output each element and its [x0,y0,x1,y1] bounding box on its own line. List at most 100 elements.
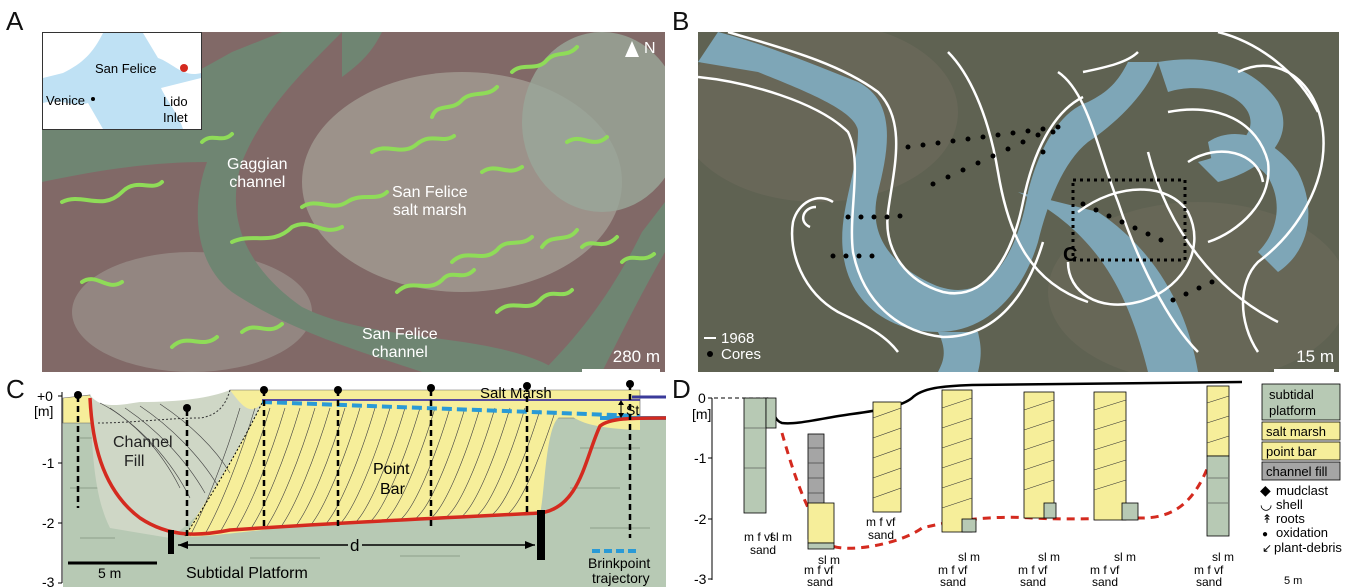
scale-label-a: 280 m [612,347,660,366]
channel-1968-lines [698,32,1325,353]
d-sand-6: sand [1092,575,1118,587]
c-brink-label-l1: Brinkpoint [588,555,650,571]
c-ytick-3: -3 [42,574,55,587]
north-arrow-icon [625,41,639,57]
label-gaggian-l2: channel [229,174,286,191]
d-grain2-4: sl m [958,550,980,564]
c-scale-label: 5 m [98,565,121,581]
d-grain-1: m f vf [744,530,774,544]
c-ytick-2: -2 [42,515,55,531]
label-sf-channel-l2: channel [371,344,428,361]
d-sand-5: sand [1020,575,1046,587]
label-marsh-l2: salt marsh [392,202,467,219]
d-legend-shell: shell [1276,497,1303,512]
d-legend-mudclast-icon: ◆ [1260,482,1271,498]
d-grain2-5: sl m [1038,550,1060,564]
d-erosion-surface [780,422,1224,550]
d-legend-point-bar: point bar [1266,444,1317,459]
d-legend-roots: roots [1276,511,1305,526]
c-erosion-surface [88,397,666,536]
d-legend-salt-marsh: salt marsh [1266,424,1326,439]
scale-bar-a: 280 m [582,347,660,372]
d-grain-2: m f vf [804,563,834,577]
d-grain2-6: sl m [1114,550,1136,564]
c-accretion-lines [99,402,556,537]
c-yunit: [m] [34,403,53,419]
scale-bar-b: 15 m [1274,347,1334,372]
aerial-photo-a: San Felice Venice Lido Inlet N Gaggian c… [42,32,665,372]
d-legend-channel-fill: channel fill [1266,464,1328,479]
c-d-label: d [350,536,359,555]
box-label-c: C [1063,244,1078,266]
panel-letter-c: C [6,374,25,404]
label-gaggian-channel: Gaggian channel [227,156,288,192]
d-grain2-7: sl m [1212,550,1234,564]
c-core-lines [76,384,632,538]
panel-letter-a: A [6,6,24,36]
legend-dot-label: Cores [721,345,762,363]
d-legend: subtidal platform salt marsh point bar c… [1260,383,1342,587]
core-dots [830,124,1215,303]
creek-lines [60,45,656,349]
d-ytick-1: -1 [694,450,707,466]
c-pointbar-label-l2: Bar [380,481,406,498]
d-legend-subtidal-l2: platform [1269,403,1316,418]
d-grain2-1: sl m [770,530,792,544]
d-surface-line [765,380,1243,425]
panel-letter-d: D [672,374,691,404]
d-legend-scale: 5 m [1284,575,1302,587]
c-ytick-1: -1 [42,455,55,471]
d-legend-mudclast: mudclast [1276,483,1328,498]
core-logs-d: 0 [m] -1 -2 -3 m f vf sl m sand m f [692,380,1342,587]
cross-section-c: +0 [m] -1 -2 -3 [34,380,666,587]
d-grain2-2: sl m [818,553,840,567]
d-sand-7: sand [1196,575,1222,587]
d-legend-plant-icon: ↙ [1262,541,1272,555]
inset-map: San Felice Venice Lido Inlet [42,32,202,130]
aerial-photo-b: C 1968 Cores 15 m [698,32,1339,372]
c-st-label: St [626,402,639,418]
legend-dot-swatch [707,351,713,357]
c-salt-marsh-label: Salt Marsh [480,385,552,402]
d-grain-6: m f vf [1090,563,1120,577]
d-legend-oxidation-icon: ● [1262,529,1268,540]
c-brink-label-l2: trajectory [592,570,650,586]
aerial-photo-b-art [698,32,1339,372]
d-sand-3: sand [868,528,894,542]
c-subtidal-label: Subtidal Platform [186,565,308,582]
c-ytick-0: +0 [37,388,53,404]
inset-label-venice: Venice [46,93,86,108]
d-grain-3: m f vf [866,515,896,529]
d-sand-1: sand [750,543,776,557]
label-san-felice-channel: San Felice channel [362,326,438,362]
c-brinkpoint-line [261,400,641,418]
d-legend-plant: plant-debris [1274,540,1342,555]
north-label: N [644,40,656,57]
north-arrow: N [624,40,660,60]
d-ytick-2: -2 [694,511,707,527]
d-ytick-0: 0 [698,390,706,406]
d-legend-roots-icon: ↟ [1262,512,1272,526]
d-ytick-3: -3 [694,571,707,587]
detail-box-c [1071,178,1187,262]
d-legend-subtidal-l1: subtidal [1269,387,1314,402]
d-sand-4: sand [940,575,966,587]
label-marsh-l1: San Felice [392,184,468,201]
d-sand-2: sand [807,575,833,587]
inset-label-san-felice: San Felice [95,61,157,76]
c-pointbar-label-l1: Point [373,461,410,478]
d-grain-7: m f vf [1194,563,1224,577]
san-felice-marker [180,64,188,72]
d-legend-oxidation: oxidation [1276,525,1328,540]
inset-label-lido: Lido [163,94,188,109]
d-grain-5: m f vf [1018,563,1048,577]
c-channel-label-l1: Channel [113,434,173,451]
legend-b: 1968 Cores [704,330,762,363]
label-sf-channel-l1: San Felice [362,326,438,343]
d-grain-4: m f vf [938,563,968,577]
panel-letter-b: B [672,6,690,36]
label-san-felice-salt-marsh: San Felice salt marsh [392,184,468,220]
d-legend-shell-icon: ◡ [1260,496,1272,512]
inset-label-inlet: Inlet [163,110,188,125]
label-gaggian-l1: Gaggian [227,156,288,173]
